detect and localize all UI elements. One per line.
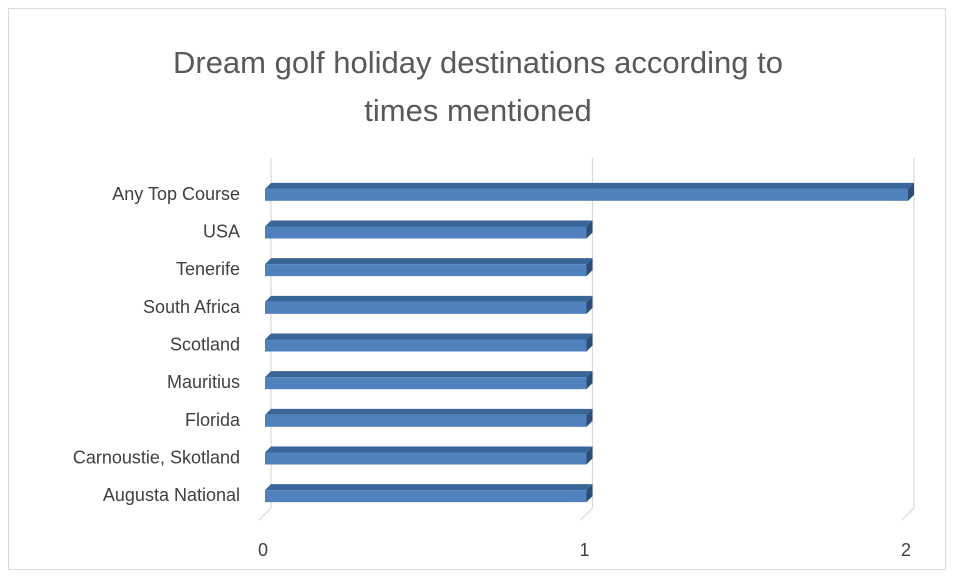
category-label-5: Mauritius [167,372,240,392]
bar-top-1 [265,220,593,227]
category-label-7: Carnoustie, Skotland [73,448,240,468]
bar-end-6 [586,408,593,427]
category-label-2: Tenerife [176,259,240,279]
category-label-3: South Africa [143,297,241,317]
chart-frame: Dream golf holiday destinations accordin… [8,8,946,570]
bar-0 [265,188,908,201]
gridline-floor-1 [580,507,593,521]
bar-5 [265,377,587,390]
bar-8 [265,490,587,503]
bar-1 [265,226,587,239]
bar-top-6 [265,408,593,415]
bar-end-4 [586,333,593,352]
bar-end-5 [586,371,593,390]
bar-top-5 [265,371,593,378]
bar-end-8 [586,484,593,503]
bar-top-4 [265,333,593,340]
category-label-1: USA [203,222,240,242]
category-label-0: Any Top Course [112,184,240,204]
bar-end-7 [586,446,593,465]
category-label-6: Florida [185,410,241,430]
chart-title: Dream golf holiday destinations accordin… [9,39,947,135]
gridline-floor-0 [258,507,272,521]
bar-2 [265,264,587,277]
chart-title-line-1: Dream golf holiday destinations accordin… [172,45,783,80]
x-tick-label-2: 2 [901,540,911,560]
category-label-8: Augusta National [103,485,240,505]
bar-top-3 [265,295,593,302]
bar-7 [265,452,587,465]
bar-6 [265,414,587,427]
x-tick-label-1: 1 [579,540,589,560]
chart-title-line-2: times mentioned [364,93,592,128]
bar-end-1 [586,220,593,239]
x-tick-label-0: 0 [258,540,268,560]
bar-end-2 [586,258,593,277]
bar-end-3 [586,295,593,314]
bar-top-8 [265,484,593,491]
gridline-floor-2 [901,507,915,521]
bar-top-0 [265,182,914,189]
bar-3 [265,301,587,314]
category-label-4: Scotland [170,335,240,355]
bar-4 [265,339,587,352]
bar-top-2 [265,258,593,265]
bar-top-7 [265,446,593,453]
bar-end-0 [908,182,914,201]
